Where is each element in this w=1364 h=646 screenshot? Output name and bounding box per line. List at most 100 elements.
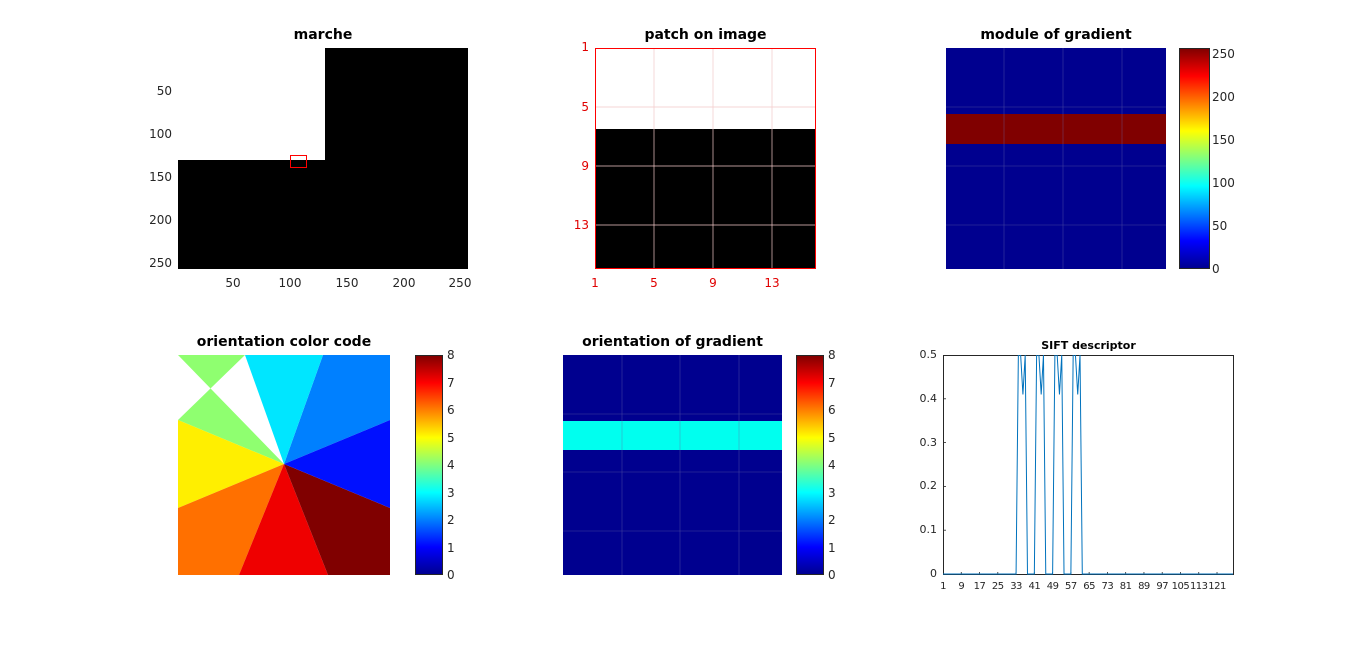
patch-xtick: 1 — [591, 276, 599, 290]
module-colorbar-tick: 250 — [1212, 47, 1235, 61]
module-colorbar-tick: 100 — [1212, 176, 1235, 190]
marche-xtick: 100 — [278, 276, 302, 290]
orientation-gradient-colorbar — [796, 355, 824, 575]
patch-axes-box — [595, 48, 816, 269]
chart-title-orientation-code: orientation color code — [196, 334, 372, 350]
orientation-sector-8 — [284, 420, 390, 508]
sift-xtick-label: 1 — [940, 581, 946, 592]
marche-xtick: 150 — [335, 276, 359, 290]
orientation-code-colorbar-tick: 7 — [447, 376, 455, 390]
sift-series-line — [943, 355, 1233, 575]
marche-ytick: 50 — [156, 84, 172, 98]
sift-ytick-label: 0.2 — [919, 479, 938, 493]
marche-ytick: 150 — [149, 170, 172, 184]
chart-title-patch: patch on image — [644, 27, 767, 43]
sift-xtick-label: 9 — [958, 581, 965, 592]
orientation-code-colorbar-tick: 0 — [447, 568, 455, 582]
sift-xtick-label: 57 — [1064, 581, 1077, 592]
orientation-sector-4 — [178, 420, 284, 508]
sift-axes-box — [943, 355, 1234, 575]
chart-title-sift: SIFT descriptor — [1041, 339, 1136, 352]
orientation-code-colorbar-tick: 6 — [447, 403, 455, 417]
sift-xtick-label: 65 — [1083, 581, 1095, 592]
sift-plot — [943, 355, 1234, 575]
module-colorbar-tick: 50 — [1212, 219, 1228, 233]
sift-ytick-label: 0.4 — [919, 391, 938, 405]
sift-xtick-label: 89 — [1138, 581, 1150, 592]
orientation-code-colorbar-tick: 2 — [447, 513, 455, 527]
patch-ytick: 5 — [581, 100, 589, 114]
sift-ytick-label: 0.3 — [919, 435, 938, 449]
marche-xtick: 200 — [392, 276, 416, 290]
chart-title-orientation-gradient: orientation of gradient — [582, 334, 763, 350]
patch-ytick: 1 — [581, 40, 589, 54]
orientation-code-colorbar-tick: 4 — [447, 458, 455, 472]
sift-xtick-label: 25 — [991, 581, 1004, 592]
patch-xtick: 9 — [709, 276, 717, 290]
patch-marker-box — [290, 155, 307, 168]
sift-ytick-label: 0.1 — [919, 523, 938, 537]
orientation-code-colorbar-tick: 5 — [447, 431, 455, 445]
sift-xtick-label: 41 — [1028, 581, 1041, 592]
orientation-sector-1 — [284, 355, 390, 464]
module-background — [946, 48, 1166, 269]
patch-xtick: 5 — [650, 276, 658, 290]
patch-ytick: 9 — [581, 159, 589, 173]
orientation-gradient-grid — [563, 355, 782, 575]
patch-grid — [595, 48, 816, 269]
orientation-gradient-colorbar-tick: 0 — [828, 568, 836, 582]
orientation-sector-5 — [178, 464, 284, 575]
sift-xtick-label: 49 — [1046, 581, 1059, 592]
orientation-gradient-colorbar-tick: 4 — [828, 458, 836, 472]
orientation-gradient-colorbar-tick: 6 — [828, 403, 836, 417]
orientation-gradient-colorbar-tick: 8 — [828, 348, 836, 362]
sift-xtick-label: 105 — [1171, 581, 1190, 592]
sift-xtick-label: 73 — [1101, 581, 1114, 592]
sift-xtick-label: 113 — [1189, 581, 1208, 592]
orientation-sector-3 — [178, 355, 284, 464]
sift-xtick-label: 17 — [973, 581, 986, 592]
orientation-code-colorbar-tick: 8 — [447, 348, 455, 362]
module-colorbar — [1179, 48, 1210, 269]
orientation-code-image — [178, 355, 390, 575]
orientation-sector-2 — [245, 355, 323, 464]
sift-xtick-label: 121 — [1208, 581, 1226, 592]
orientation-code-colorbar — [415, 355, 443, 575]
module-colorbar-tick: 0 — [1212, 262, 1220, 276]
module-band — [946, 114, 1166, 144]
orientation-gradient-image — [563, 355, 782, 575]
marche-white-region — [178, 48, 325, 160]
chart-title-marche: marche — [293, 27, 353, 43]
patch-ytick: 13 — [573, 218, 589, 232]
orientation-gradient-colorbar-tick: 7 — [828, 376, 836, 390]
marche-ytick: 200 — [149, 213, 172, 227]
orientation-gradient-colorbar-tick: 3 — [828, 486, 836, 500]
patch-xtick: 13 — [764, 276, 780, 290]
module-image — [946, 48, 1166, 269]
orientation-sector-7 — [284, 464, 390, 575]
patch-white-rows — [595, 48, 816, 129]
module-grid — [946, 48, 1166, 269]
marche-xtick: 250 — [448, 276, 472, 290]
orientation-gradient-band — [563, 421, 782, 450]
sift-xtick-label: 97 — [1156, 581, 1169, 592]
orientation-gradient-colorbar-tick: 1 — [828, 541, 836, 555]
orientation-sector-6 — [239, 464, 328, 575]
module-colorbar-tick: 150 — [1212, 133, 1235, 147]
patch-black-rows — [595, 129, 816, 269]
sift-xtick-label: 33 — [1010, 581, 1022, 592]
orientation-code-colorbar-tick: 3 — [447, 486, 455, 500]
marche-image — [178, 48, 468, 269]
chart-title-module: module of gradient — [980, 27, 1132, 43]
orientation-gradient-colorbar-tick: 2 — [828, 513, 836, 527]
marche-ytick: 100 — [149, 127, 172, 141]
marche-ytick: 250 — [149, 256, 172, 270]
sift-xtick-label: 81 — [1119, 581, 1132, 592]
module-colorbar-tick: 200 — [1212, 90, 1235, 104]
orientation-gradient-background — [563, 355, 782, 575]
marche-xtick: 50 — [225, 276, 241, 290]
orientation-code-colorbar-tick: 1 — [447, 541, 455, 555]
sift-ytick-label: 0 — [930, 567, 937, 580]
patch-image — [595, 48, 816, 269]
sift-ytick-label: 0.5 — [919, 348, 938, 361]
